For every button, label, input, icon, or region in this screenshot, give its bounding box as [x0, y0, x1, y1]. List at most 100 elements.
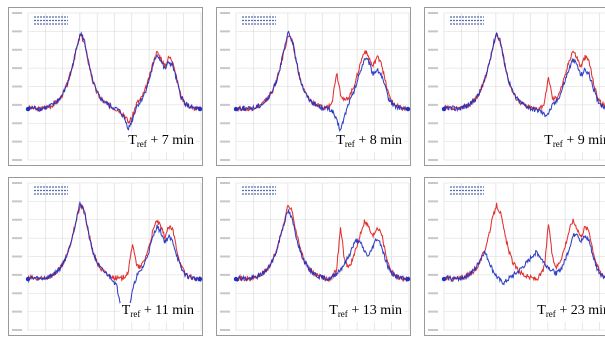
- plot-area-5: [216, 177, 411, 336]
- caption-5: Tref + 13 min: [327, 303, 404, 322]
- chart-panel-3: Tref + 9 min: [424, 7, 605, 166]
- series-line-2: [27, 31, 202, 131]
- caption-subscript: ref: [552, 139, 563, 149]
- y-tick-mark: [428, 255, 438, 258]
- y-tick-mark: [428, 67, 438, 70]
- caption-rest: + 9 min: [566, 133, 605, 148]
- y-tick-mark: [12, 103, 22, 106]
- y-tick-mark: [220, 292, 230, 295]
- caption-2: Tref + 8 min: [334, 133, 404, 152]
- series-line-2: [443, 233, 605, 286]
- y-tick-mark: [220, 329, 230, 331]
- y-tick-mark: [12, 122, 22, 125]
- y-tick-mark: [12, 310, 22, 313]
- y-tick-mark: [12, 255, 22, 258]
- y-tick-mark: [220, 67, 230, 70]
- y-tick-mark: [428, 30, 438, 33]
- y-tick-mark: [12, 48, 22, 51]
- left-marker: [441, 276, 447, 282]
- y-tick-mark: [428, 103, 438, 106]
- caption-6: Tref + 23 min: [535, 303, 605, 322]
- y-tick-mark: [428, 273, 438, 276]
- y-tick-mark: [428, 329, 438, 331]
- caption-1: Tref + 7 min: [126, 133, 196, 152]
- chart-panel-5: Tref + 13 min: [216, 177, 411, 336]
- right-marker: [405, 106, 411, 112]
- series-line-1: [443, 202, 605, 283]
- caption-subscript: ref: [344, 139, 355, 149]
- y-tick-mark: [220, 273, 230, 276]
- left-marker: [25, 106, 31, 112]
- caption-3: Tref + 9 min: [542, 133, 605, 152]
- y-tick-mark: [12, 140, 22, 143]
- series-line-2: [235, 209, 410, 282]
- caption-rest: + 13 min: [347, 303, 402, 318]
- caption-rest: + 7 min: [146, 133, 194, 148]
- y-tick-mark: [428, 200, 438, 203]
- left-marker: [233, 106, 239, 112]
- y-tick-mark: [12, 237, 22, 240]
- y-tick-mark: [428, 85, 438, 88]
- caption-subscript: ref: [545, 309, 556, 319]
- right-marker: [197, 106, 203, 112]
- y-tick-mark: [220, 200, 230, 203]
- caption-base: T: [329, 303, 338, 318]
- y-tick-mark: [220, 182, 230, 184]
- plot-area-1: [8, 7, 203, 166]
- caption-rest: + 8 min: [354, 133, 402, 148]
- chart-panel-1: Tref + 7 min: [8, 7, 203, 166]
- caption-base: T: [128, 133, 137, 148]
- y-tick-mark: [428, 159, 438, 161]
- series-line-2: [235, 30, 410, 132]
- y-tick-mark: [428, 292, 438, 295]
- y-tick-mark: [220, 30, 230, 33]
- y-tick-mark: [428, 237, 438, 240]
- caption-rest: + 23 min: [555, 303, 605, 318]
- y-tick-mark: [220, 218, 230, 221]
- y-tick-mark: [220, 237, 230, 240]
- caption-4: Tref + 11 min: [119, 303, 196, 322]
- series-line-2: [27, 200, 202, 322]
- caption-subscript: ref: [130, 309, 141, 319]
- caption-base: T: [336, 133, 345, 148]
- caption-base: T: [121, 303, 131, 318]
- caption-rest: + 11 min: [140, 303, 194, 318]
- y-tick-mark: [428, 218, 438, 221]
- y-tick-mark: [12, 292, 22, 295]
- y-tick-mark: [428, 182, 438, 184]
- caption-subscript: ref: [136, 139, 147, 149]
- y-tick-mark: [12, 12, 22, 14]
- series-line-2: [443, 31, 605, 118]
- y-tick-mark: [428, 48, 438, 51]
- y-tick-mark: [220, 12, 230, 14]
- y-tick-mark: [12, 67, 22, 70]
- chart-panel-2: Tref + 8 min: [216, 7, 411, 166]
- y-tick-mark: [12, 273, 22, 276]
- y-tick-mark: [12, 200, 22, 203]
- left-marker: [441, 106, 447, 112]
- y-tick-mark: [12, 30, 22, 33]
- y-tick-mark: [220, 310, 230, 313]
- chart-panel-4: Tref + 11 min: [8, 177, 203, 336]
- caption-subscript: ref: [337, 309, 348, 319]
- y-tick-mark: [220, 122, 230, 125]
- y-tick-mark: [220, 140, 230, 143]
- right-marker: [197, 276, 203, 282]
- y-tick-mark: [428, 122, 438, 125]
- chart-panel-6: Tref + 23 min: [424, 177, 605, 336]
- right-marker: [405, 276, 411, 282]
- y-tick-mark: [220, 255, 230, 258]
- y-tick-mark: [220, 85, 230, 88]
- y-tick-mark: [428, 140, 438, 143]
- y-tick-mark: [220, 159, 230, 161]
- y-tick-mark: [12, 182, 22, 184]
- y-tick-mark: [12, 159, 22, 161]
- caption-base: T: [544, 133, 553, 148]
- y-tick-mark: [220, 103, 230, 106]
- left-marker: [25, 276, 31, 282]
- plot-area-4: [8, 177, 203, 336]
- caption-base: T: [537, 303, 546, 318]
- y-tick-mark: [12, 329, 22, 331]
- left-marker: [233, 276, 239, 282]
